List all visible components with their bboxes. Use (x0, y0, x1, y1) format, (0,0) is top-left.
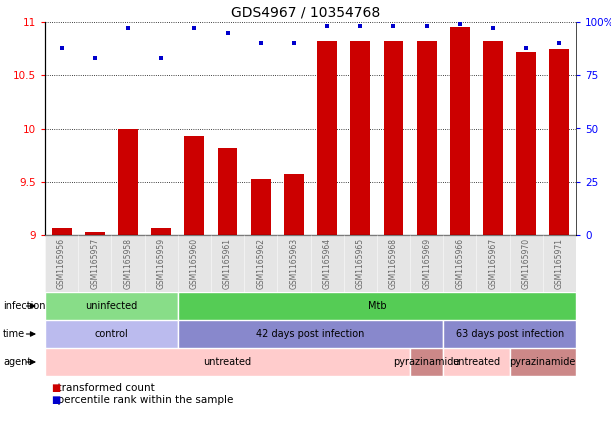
Bar (483, 41, 503, 235)
Text: Mtb: Mtb (368, 301, 386, 311)
Bar (78, 235, 111, 292)
Text: untreated: untreated (203, 357, 252, 367)
Bar (516, 52, 536, 235)
Bar (45, 348, 410, 376)
Bar (549, 49, 569, 235)
Bar (377, 235, 410, 292)
Bar (277, 235, 310, 292)
Bar (417, 41, 437, 235)
Bar (45, 22, 78, 235)
Text: time: time (3, 329, 25, 339)
Bar (151, 228, 171, 235)
Bar (145, 235, 178, 292)
Bar (410, 348, 443, 376)
Text: agent: agent (3, 357, 31, 367)
Bar (118, 129, 138, 235)
Bar (45, 292, 178, 320)
Bar (350, 41, 370, 235)
Text: infection: infection (3, 301, 46, 311)
Bar (310, 235, 343, 292)
Bar (111, 235, 145, 292)
Bar (45, 320, 178, 348)
Bar (343, 235, 377, 292)
Bar (443, 235, 477, 292)
Text: ■: ■ (51, 383, 60, 393)
Bar (52, 228, 71, 235)
Bar (211, 22, 244, 235)
Bar (477, 235, 510, 292)
Text: control: control (95, 329, 128, 339)
Text: pyrazinamide: pyrazinamide (393, 357, 460, 367)
Bar (178, 22, 211, 235)
Bar (443, 22, 477, 235)
Bar (443, 320, 576, 348)
Text: ■: ■ (51, 396, 60, 405)
Bar (45, 235, 78, 292)
Bar (85, 232, 104, 235)
Text: GDS4967 / 10354768: GDS4967 / 10354768 (231, 5, 380, 19)
Bar (410, 235, 443, 292)
Bar (510, 22, 543, 235)
Text: pyrazinamide: pyrazinamide (510, 357, 576, 367)
Bar (211, 235, 244, 292)
Bar (343, 22, 377, 235)
Bar (78, 22, 111, 235)
Text: 42 days post infection: 42 days post infection (256, 329, 365, 339)
Text: uninfected: uninfected (86, 301, 137, 311)
Bar (317, 41, 337, 235)
Bar (277, 22, 310, 235)
Bar (450, 27, 470, 235)
Bar (543, 235, 576, 292)
Bar (251, 179, 271, 235)
Bar (244, 235, 277, 292)
Text: 63 days post infection: 63 days post infection (455, 329, 564, 339)
Bar (310, 22, 343, 235)
Bar (178, 320, 443, 348)
Bar (510, 348, 576, 376)
Bar (543, 22, 576, 235)
Bar (111, 22, 145, 235)
Bar (185, 136, 204, 235)
Bar (244, 22, 277, 235)
Bar (443, 348, 510, 376)
Bar (477, 22, 510, 235)
Bar (284, 174, 304, 235)
Text: untreated: untreated (452, 357, 500, 367)
Bar (218, 148, 238, 235)
Bar (178, 235, 211, 292)
Bar (145, 22, 178, 235)
Bar (410, 22, 443, 235)
Bar (510, 235, 543, 292)
Bar (178, 292, 576, 320)
Bar (384, 41, 403, 235)
Text: transformed count: transformed count (51, 383, 155, 393)
Text: percentile rank within the sample: percentile rank within the sample (51, 396, 233, 405)
Bar (377, 22, 410, 235)
